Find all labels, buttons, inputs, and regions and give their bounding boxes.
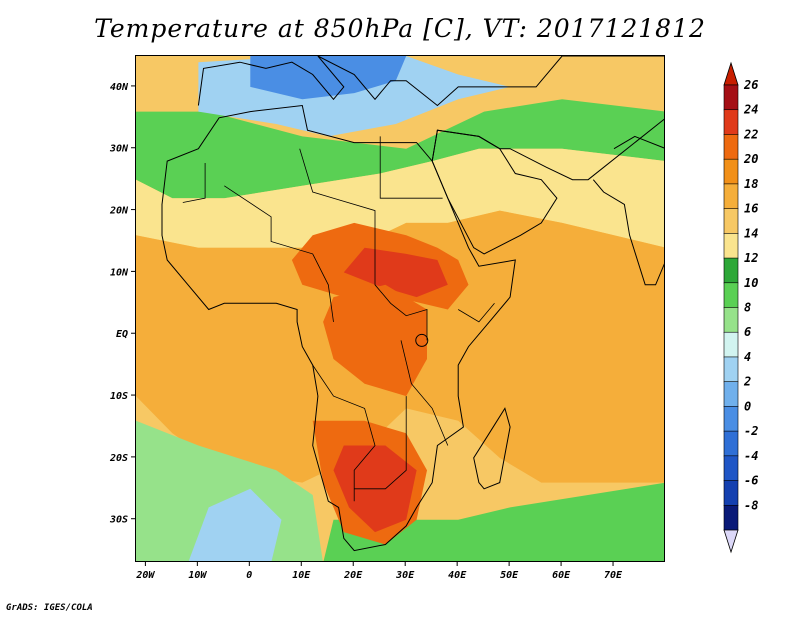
map-title: Temperature at 850hPa [C], VT: 201712181… — [94, 14, 706, 43]
legend-swatch — [723, 381, 739, 407]
europe-coastline — [197, 56, 664, 181]
legend-swatch — [723, 109, 739, 136]
madagascar-coastline — [473, 407, 511, 490]
legend-swatch — [723, 233, 739, 259]
legend-label: 20 — [743, 152, 758, 166]
legend-label: 12 — [744, 251, 758, 265]
legend-swatch — [723, 406, 739, 432]
legend-label: 14 — [744, 226, 758, 240]
lat-tick-label: 30S — [109, 515, 128, 526]
map-plot-area — [135, 55, 665, 562]
country-border — [457, 303, 495, 323]
legend-label: 10 — [744, 276, 758, 290]
legend-label: 18 — [744, 177, 758, 191]
legend-swatch — [723, 331, 739, 358]
legend-label: 0 — [744, 399, 751, 413]
country-border — [312, 364, 376, 502]
grads-credit: GrADS: IGES/COLA — [6, 603, 93, 613]
temp-field-north-blue — [250, 56, 407, 100]
legend-swatch — [723, 282, 739, 309]
lon-tick-label: 10W — [188, 570, 207, 581]
country-border — [354, 396, 407, 490]
country-border — [379, 136, 443, 199]
country-border — [182, 163, 206, 203]
legend-swatch — [723, 208, 739, 234]
legend-label: 24 — [743, 103, 758, 117]
legend-label: 16 — [744, 202, 758, 216]
lon-tick-label: 70E — [604, 570, 623, 581]
temp-field-sahara-cold — [136, 99, 664, 199]
legend-label: -8 — [744, 498, 758, 512]
legend-label: 6 — [744, 325, 751, 339]
africa-coastline — [161, 104, 516, 552]
lon-tick-label: 50E — [500, 570, 519, 581]
temp-field-south-ocean-green — [323, 482, 664, 561]
legend-swatch — [723, 257, 739, 284]
lat-tick-label: 10S — [110, 391, 128, 402]
lat-tick-label: 40N — [110, 82, 129, 93]
legend-label: 26 — [743, 78, 758, 92]
legend-swatch — [723, 134, 739, 160]
lat-tick-label: 20N — [109, 206, 129, 217]
lon-tick-label: 20W — [135, 570, 155, 581]
lon-tick-label: 10E — [292, 570, 311, 581]
lon-tick-label: 0 — [246, 570, 252, 581]
legend-swatch — [723, 307, 739, 333]
temp-field-sudan-hot — [343, 247, 448, 298]
temp-field-congo-warm — [323, 284, 427, 397]
legend-label: -4 — [744, 449, 758, 463]
legend-cap-top — [723, 61, 739, 86]
legend-label: -2 — [744, 424, 758, 438]
legend-swatch — [723, 480, 739, 506]
legend-label: -6 — [744, 474, 758, 488]
legend-label: 8 — [744, 301, 751, 315]
legend-cap-bottom — [723, 529, 739, 554]
legend-swatch — [723, 430, 739, 457]
legend-swatch — [723, 455, 739, 482]
lat-tick-label: 10N — [110, 267, 129, 278]
legend-label: 4 — [744, 350, 751, 364]
legend-swatch — [723, 356, 739, 383]
legend-swatch — [723, 504, 739, 531]
lat-tick-label: 30N — [109, 144, 129, 155]
lon-tick-label: 60E — [552, 570, 571, 581]
lon-tick-label: 20E — [343, 570, 363, 581]
temp-field-west-ocean-blue — [188, 488, 282, 561]
lake-victoria — [415, 333, 429, 347]
lat-tick-label: 20S — [109, 453, 128, 464]
country-border — [299, 148, 428, 341]
lat-tick-label: EQ — [116, 329, 128, 340]
lon-tick-label: 30E — [395, 570, 415, 581]
legend-label: 22 — [743, 127, 758, 141]
legend-label: 2 — [743, 375, 751, 389]
legend-swatch — [723, 158, 739, 185]
temperature-map — [136, 56, 664, 561]
india-coastline — [592, 135, 664, 286]
lon-tick-label: 40E — [448, 570, 467, 581]
country-border — [224, 185, 334, 322]
legend-swatch — [723, 84, 739, 111]
legend-swatch — [723, 183, 739, 210]
country-border — [400, 340, 449, 446]
